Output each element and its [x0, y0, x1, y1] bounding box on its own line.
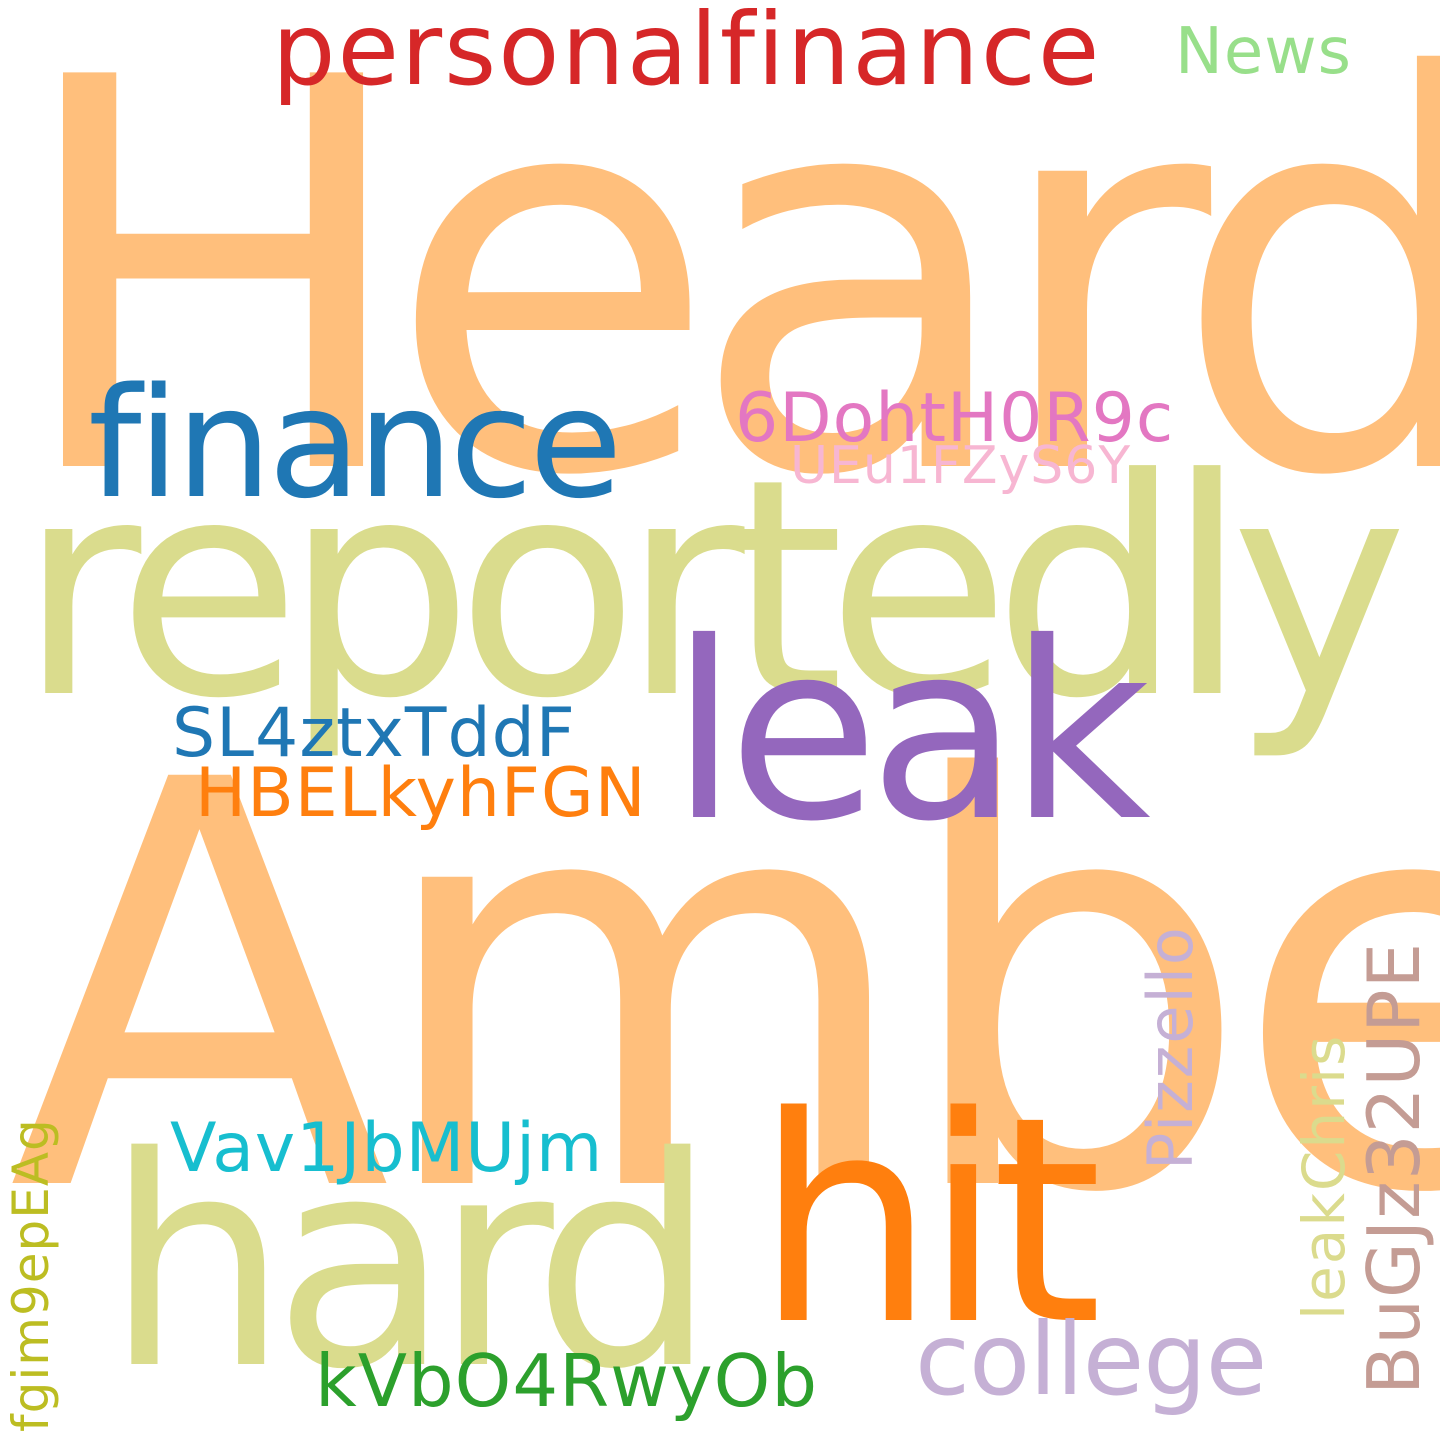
word-hit: hit — [755, 1056, 1103, 1388]
word-pizzello: Pizzello — [1134, 925, 1207, 1170]
word-vav1jbmujm: Vav1JbMUjm — [170, 1109, 604, 1188]
word-heard: Heard — [10, 0, 1440, 594]
word-leak: leak — [670, 590, 1151, 875]
word-hard: hard — [105, 1096, 717, 1433]
word-ueu1fzys6y: UEu1FZyS6Y — [790, 436, 1132, 496]
word-kvbo4rwyob: kVbO4RwyOb — [315, 1339, 819, 1423]
word-amber: Amber — [8, 664, 1440, 1316]
word-college: college — [915, 1301, 1267, 1418]
word-hbelkyhfgn: HBELkyhFGN — [195, 754, 647, 833]
word-6dohth0r9c: 6DohtH0R9c — [735, 379, 1175, 458]
word-leakchris: leakChris — [1290, 1033, 1358, 1320]
word-finance: finance — [88, 355, 623, 532]
word-personalfinance: personalfinance — [272, 0, 1102, 108]
word-sl4ztxtddf: SL4ztxTddF — [172, 694, 576, 773]
word-fgim9epeag: fgim9epEAg — [2, 1118, 60, 1432]
word-bugjz32upe: BuGJz32UPE — [1352, 941, 1436, 1395]
word-reportedly: reportedly — [18, 415, 1408, 764]
word-news: News — [1175, 15, 1352, 89]
